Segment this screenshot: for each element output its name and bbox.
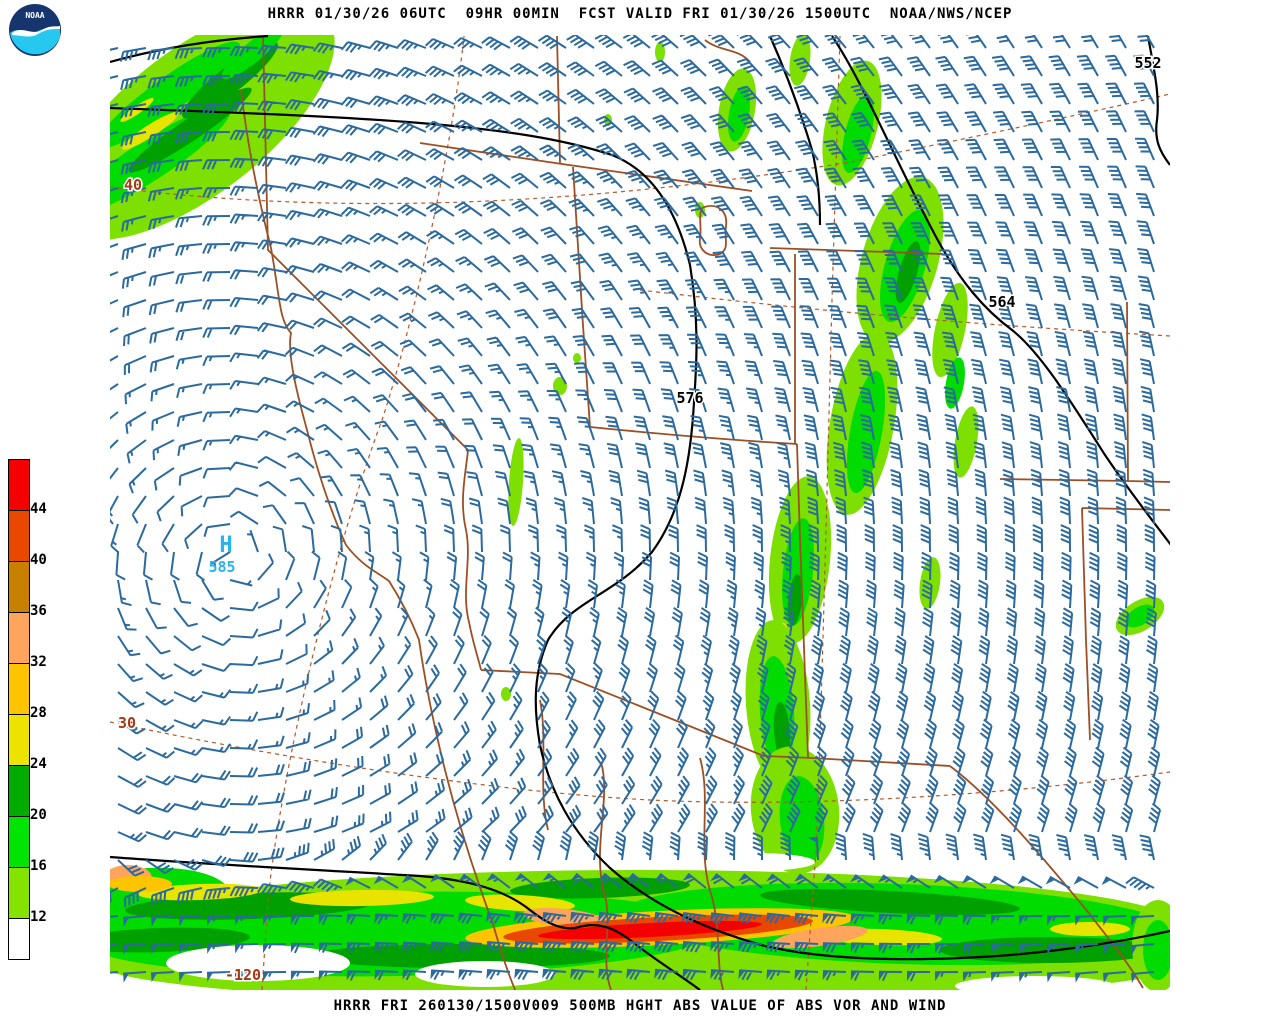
state-border (262, 35, 482, 671)
noaa-logo-icon: NOAA (9, 4, 61, 56)
height-contour-label: 552 (1134, 54, 1161, 72)
height-contour (110, 106, 1170, 961)
colorbar-segment (9, 817, 29, 868)
height-contour (1146, 35, 1170, 166)
colorbar-label: 32 (30, 654, 47, 670)
graticule-line (261, 35, 465, 990)
colorbar-segment (9, 715, 29, 766)
graticule-line (110, 721, 1170, 803)
height-contour (768, 35, 822, 226)
colorbar-label: 36 (30, 603, 47, 619)
state-border (949, 765, 1144, 989)
colorbar-label: 44 (30, 501, 47, 517)
state-border (796, 443, 809, 758)
graticule-label: -120 (225, 966, 261, 984)
header-title: HRRR 01/30/26 06UTC 09HR 00MIN FCST VALI… (267, 6, 1013, 22)
colorbar-segment (9, 919, 29, 959)
colorbar-segment (9, 460, 29, 511)
colorbar-segment (9, 664, 29, 715)
height-contour-label: 564 (988, 293, 1015, 311)
high-center-value: 585 (208, 558, 235, 576)
colorbar-label: 16 (30, 858, 47, 874)
colorbar-label: 12 (30, 909, 47, 925)
colorbar-label: 20 (30, 807, 47, 823)
colorbar-label: 40 (30, 552, 47, 568)
state-border (999, 301, 1170, 741)
state-border (589, 426, 798, 445)
colorbar-segment (9, 511, 29, 562)
height-contour-label: 576 (676, 389, 703, 407)
colorbar-segment (9, 562, 29, 613)
graticule-label: 30 (118, 714, 136, 732)
graticule-label: 40 (124, 176, 142, 194)
colorbar-segment (9, 766, 29, 817)
colorbar-segment (9, 868, 29, 919)
colorbar-label: 24 (30, 756, 47, 772)
high-center-symbol: H (219, 533, 232, 558)
height-contour (110, 855, 701, 990)
colorbar-label: 28 (30, 705, 47, 721)
state-border (572, 166, 591, 428)
noaa-logo-text: NOAA (25, 11, 44, 20)
vorticity-shading (110, 35, 1170, 990)
map-content (110, 35, 1170, 990)
vorticity-colorbar (8, 459, 30, 960)
graticule-line (110, 93, 1170, 205)
colorbar-segment (9, 613, 29, 664)
state-border (419, 142, 753, 192)
footer-title: HRRR FRI 260130/1500V009 500MB HGHT ABS … (333, 998, 947, 1014)
wind-barbs (110, 35, 1162, 982)
wind-barb-pennants (123, 837, 1138, 983)
state-border (240, 89, 517, 990)
